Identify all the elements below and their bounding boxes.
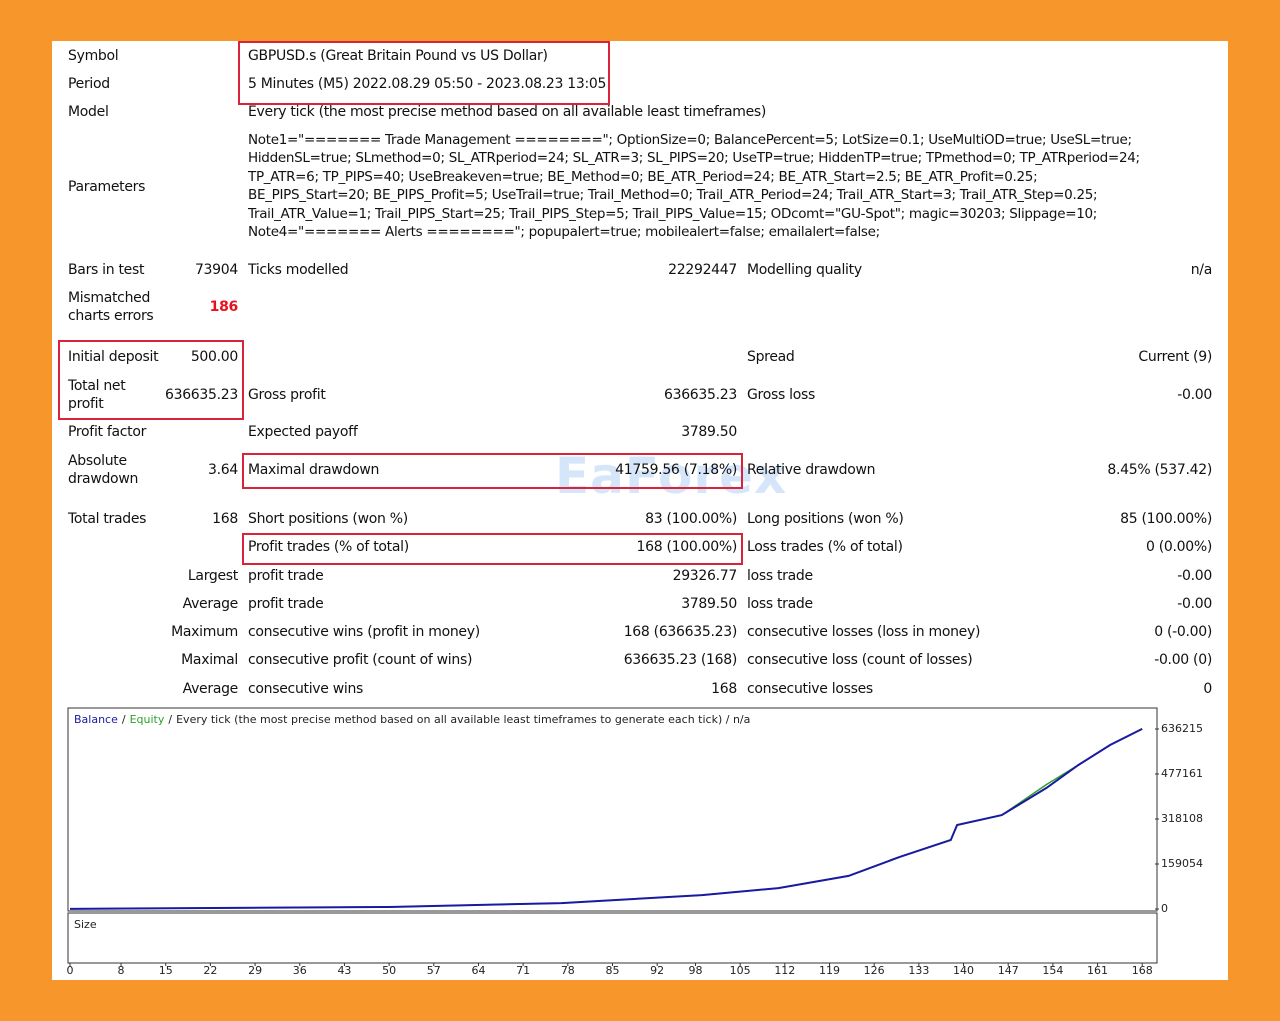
row-value: 3789.50 [681, 596, 737, 612]
row-label: consecutive wins [248, 681, 364, 697]
row-value: Maximum [171, 624, 238, 640]
highlight-box [242, 453, 743, 489]
row-value: 85 (100.00%) [1120, 511, 1212, 527]
row-label: Total trades [68, 511, 147, 527]
row-label: consecutive loss (count of losses) [747, 652, 973, 668]
row-label: Loss trades (% of total) [747, 539, 903, 555]
row-value: Average [182, 596, 239, 612]
row-value: 3789.50 [681, 424, 737, 440]
watermark: EaForex [555, 447, 788, 505]
row-value: -0.00 [1177, 568, 1212, 584]
row-value: 0 [1203, 681, 1212, 697]
row-label: Period [68, 76, 110, 92]
row-label: consecutive losses (loss in money) [747, 624, 981, 640]
row-value: 8.45% (537.42) [1107, 462, 1212, 478]
parameter-line: Note1="======= Trade Management ========… [248, 132, 1132, 148]
row-label: Maximal drawdown [248, 462, 380, 478]
row-label: Modelling quality [747, 262, 862, 278]
row-value: -0.00 [1177, 596, 1212, 612]
row-value: 168 [212, 511, 238, 527]
row-value: Current (9) [1138, 349, 1212, 365]
row-label: Every tick (the most precise method base… [248, 104, 767, 120]
row-value: -0.00 [1177, 387, 1212, 403]
row-value: 168 (100.00%) [636, 539, 738, 555]
parameter-line: Note4="======= Alerts ========"; popupal… [248, 224, 880, 240]
row-label: profit trade [248, 596, 324, 612]
row-label: consecutive losses [747, 681, 873, 697]
row-value: 83 (100.00%) [645, 511, 737, 527]
row-value: 3.64 [208, 462, 238, 478]
row-value: 29326.77 [672, 568, 738, 584]
row-label: Model [68, 104, 109, 120]
row-label: loss trade [747, 568, 813, 584]
row-value: 0 (-0.00) [1154, 624, 1212, 640]
row-label: Symbol [68, 48, 119, 64]
row-label: Expected payoff [248, 424, 358, 440]
row-label: Absolute drawdown [68, 453, 139, 487]
row-value: Average [182, 681, 239, 697]
row-label: GBPUSD.s (Great Britain Pound vs US Doll… [248, 48, 548, 64]
row-value: 168 [711, 681, 737, 697]
row-value: 22292447 [668, 262, 737, 278]
parameter-line: Trail_ATR_Value=1; Trail_PIPS_Start=25; … [248, 205, 1098, 222]
row-value: 636635.23 [164, 387, 238, 403]
row-value: 0 (0.00%) [1145, 539, 1212, 555]
row-label: consecutive profit (count of wins) [248, 652, 473, 668]
row-label: 5 Minutes (M5) 2022.08.29 05:50 - 2023.0… [248, 76, 607, 92]
row-value: 168 (636635.23) [623, 624, 738, 640]
row-value: 500.00 [190, 349, 238, 365]
highlight-box [238, 41, 610, 105]
row-value: 73904 [194, 262, 238, 278]
row-label: Total net profit [68, 378, 126, 412]
row-label: Initial deposit [68, 349, 159, 365]
row-label: Long positions (won %) [747, 511, 904, 527]
row-value: Maximal [181, 652, 238, 668]
row-label: Bars in test [68, 262, 145, 278]
parameter-line: BE_PIPS_Start=20; BE_PIPS_Profit=5; UseT… [248, 187, 1098, 204]
row-value: 186 [209, 299, 239, 315]
row-value: 41759.56 (7.18%) [615, 462, 737, 478]
row-label: loss trade [747, 596, 813, 612]
row-label: Profit trades (% of total) [248, 539, 409, 555]
row-value: n/a [1190, 262, 1213, 278]
row-value: 636635.23 (168) [623, 652, 738, 668]
row-value: 636635.23 [663, 387, 737, 403]
row-value: Largest [187, 568, 238, 584]
row-label: consecutive wins (profit in money) [248, 624, 480, 640]
row-label: Profit factor [68, 424, 147, 440]
highlight-box [58, 340, 244, 420]
row-label: Relative drawdown [747, 462, 876, 478]
row-label: Ticks modelled [248, 262, 349, 278]
row-value: -0.00 (0) [1154, 652, 1212, 668]
row-label: Mismatched charts errors [68, 290, 154, 324]
parameter-line: TP_ATR=6; TP_PIPS=40; UseBreakeven=true;… [248, 168, 1038, 185]
row-label: Gross loss [747, 387, 815, 403]
parameter-line: HiddenSL=true; SLmethod=0; SL_ATRperiod=… [248, 150, 1140, 167]
row-label: Parameters [68, 179, 146, 195]
row-label: Gross profit [248, 387, 326, 403]
row-label: profit trade [248, 568, 324, 584]
highlight-box [242, 533, 743, 565]
row-label: Spread [747, 349, 795, 365]
row-label: Short positions (won %) [248, 511, 408, 527]
